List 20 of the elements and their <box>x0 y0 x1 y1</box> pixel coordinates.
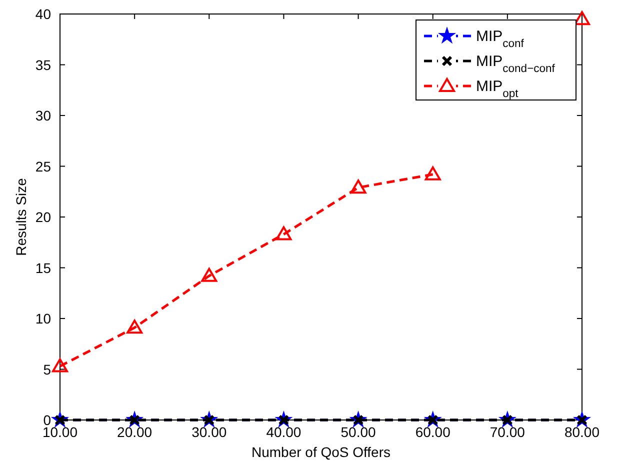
x-tick-label: 60.00 <box>415 424 451 440</box>
y-tick-label: 35 <box>35 56 52 73</box>
x-tick-label: 70.00 <box>490 424 526 440</box>
y-tick-label: 40 <box>35 6 52 22</box>
legend-label: MIP$_{opt}$ <box>476 78 520 100</box>
y-tick-label: 10 <box>35 310 52 326</box>
y-tick-label: 30 <box>35 108 52 124</box>
x-tick-label: 20.00 <box>117 424 152 440</box>
y-axis-title: Results Size <box>13 178 29 256</box>
legend-label: MIP$_{conf}$ <box>476 28 525 50</box>
x-tick-label: 40.00 <box>266 424 302 440</box>
x-tick-label: 80.00 <box>564 424 600 440</box>
y-tick-label: 20 <box>35 209 52 225</box>
x-axis-title: Number of QoS Offers <box>251 444 391 460</box>
x-tick-label: 50.00 <box>340 424 376 440</box>
y-tick-label: 15 <box>35 260 52 276</box>
y-tick-label: 25 <box>35 158 52 174</box>
legend-label: MIP$_{cond−conf}$ <box>476 53 556 75</box>
y-tick-label: 5 <box>43 361 52 378</box>
x-tick-label: 30.00 <box>192 424 227 440</box>
